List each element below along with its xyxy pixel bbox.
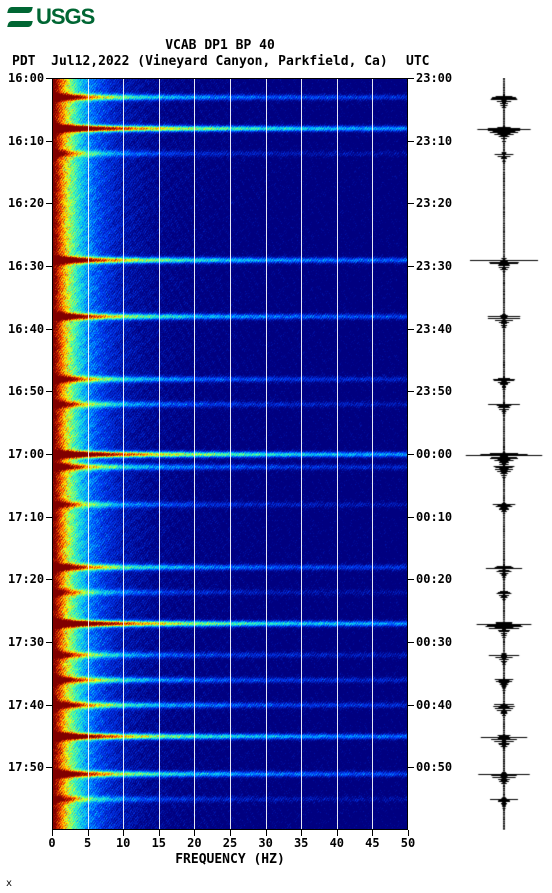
y-tick-right: 00:20 — [416, 572, 452, 586]
x-tick: 15 — [152, 836, 166, 850]
y-tick-left: 17:00 — [8, 447, 44, 461]
y-tick-left: 17:30 — [8, 635, 44, 649]
y-tick-right: 00:50 — [416, 760, 452, 774]
x-tick: 45 — [365, 836, 379, 850]
y-tick-right: 00:40 — [416, 698, 452, 712]
usgs-logo-mark — [8, 7, 32, 27]
corner-mark: x — [6, 878, 12, 889]
x-tick: 5 — [84, 836, 91, 850]
plot-border — [52, 78, 408, 830]
y-tick-left: 16:00 — [8, 71, 44, 85]
usgs-logo-text: USGS — [36, 4, 94, 30]
y-tick-right: 23:00 — [416, 71, 452, 85]
chart-title: VCAB DP1 BP 40 — [0, 38, 440, 53]
x-tick: 30 — [258, 836, 272, 850]
chart-subtitle: PDT Jul12,2022 (Vineyard Canyon, Parkfie… — [12, 54, 388, 69]
y-tick-left: 16:50 — [8, 384, 44, 398]
x-tick: 0 — [48, 836, 55, 850]
x-tick: 25 — [223, 836, 237, 850]
x-tick: 10 — [116, 836, 130, 850]
y-tick-right: 00:00 — [416, 447, 452, 461]
x-axis-label: FREQUENCY (HZ) — [175, 852, 285, 867]
y-tick-right: 23:10 — [416, 134, 452, 148]
y-tick-left: 17:40 — [8, 698, 44, 712]
y-tick-right: 23:30 — [416, 259, 452, 273]
x-tick: 20 — [187, 836, 201, 850]
x-tick: 40 — [330, 836, 344, 850]
y-tick-right: 00:30 — [416, 635, 452, 649]
y-tick-left: 17:50 — [8, 760, 44, 774]
y-tick-left: 16:10 — [8, 134, 44, 148]
x-tick: 50 — [401, 836, 415, 850]
waveform-plot — [462, 78, 546, 830]
y-tick-right: 23:20 — [416, 196, 452, 210]
x-tick: 35 — [294, 836, 308, 850]
y-tick-left: 17:10 — [8, 510, 44, 524]
y-tick-right: 23:40 — [416, 322, 452, 336]
y-tick-right: 00:10 — [416, 510, 452, 524]
y-tick-left: 16:20 — [8, 196, 44, 210]
y-tick-right: 23:50 — [416, 384, 452, 398]
y-tick-left: 16:30 — [8, 259, 44, 273]
utc-label: UTC — [406, 54, 429, 69]
y-tick-left: 17:20 — [8, 572, 44, 586]
y-tick-left: 16:40 — [8, 322, 44, 336]
usgs-logo: USGS — [8, 4, 94, 30]
